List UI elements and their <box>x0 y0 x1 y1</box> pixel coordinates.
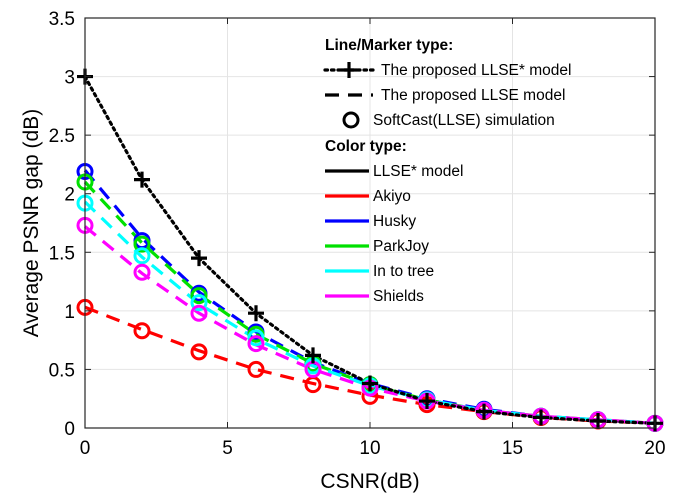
legend-color-item-label: In to tree <box>373 263 434 280</box>
marker-shields <box>247 335 265 353</box>
model-plus-marker <box>248 305 264 322</box>
y-tick-label: 0 <box>64 419 75 440</box>
marker-parkjoy <box>133 235 151 253</box>
x-axis-label: CSNR(dB) <box>320 470 419 493</box>
legend-color-item-label: LLSE* model <box>373 163 463 180</box>
x-tick-label: 20 <box>644 438 665 459</box>
model-plus-marker <box>590 412 606 429</box>
legend-line-item-label: The proposed LLSE* model <box>381 62 571 79</box>
model-plus-marker <box>191 250 207 267</box>
marker-in-to-tree <box>247 329 265 347</box>
y-tick-label: 3 <box>64 68 75 89</box>
legend-line-item-label: SoftCast(LLSE) simulation <box>373 112 555 129</box>
series-line-in-to-tree <box>83 200 656 425</box>
grid-lines <box>84 17 656 429</box>
marker-akiyo <box>190 343 208 361</box>
plot-area <box>76 68 664 432</box>
legend-color-heading: Color type: <box>325 138 407 155</box>
legend-line-item-label: The proposed LLSE model <box>381 87 565 104</box>
legend-circle-sample <box>342 111 360 129</box>
x-tick-label: 0 <box>80 438 91 459</box>
y-axis-label: Average PSNR gap (dB) <box>20 109 43 337</box>
model-plus-marker <box>476 403 492 420</box>
axis-ticks: 0 5 10 15 20 0 0.5 1 1.5 2 2.5 3 3.5 <box>49 9 666 459</box>
x-tick-label: 5 <box>222 438 233 459</box>
marker-akiyo <box>247 360 265 378</box>
legend: Line/Marker type: The proposed LLSE* mode… <box>323 37 571 305</box>
y-tick-label: 1.5 <box>49 243 75 264</box>
legend-color-item-label: ParkJoy <box>373 238 429 255</box>
legend-plus-sample <box>341 62 357 78</box>
x-tick-label: 15 <box>502 438 523 459</box>
marker-in-to-tree <box>190 294 208 312</box>
legend-color-item-label: Shields <box>373 288 424 305</box>
model-plus-marker <box>419 393 435 410</box>
marker-shields <box>133 263 151 281</box>
y-tick-label: 2.5 <box>49 126 75 147</box>
y-tick-label: 1 <box>64 302 75 323</box>
marker-in-to-tree <box>133 247 151 265</box>
model-plus-marker <box>362 375 378 392</box>
marker-parkjoy <box>190 287 208 305</box>
marker-akiyo <box>133 322 151 340</box>
legend-color-item-label: Husky <box>373 213 416 230</box>
legend-color-item-label: Akiyo <box>373 188 411 205</box>
model-plus-marker <box>533 409 549 426</box>
marker-shields <box>190 304 208 322</box>
y-tick-label: 0.5 <box>49 360 75 381</box>
model-plus-marker <box>134 171 150 188</box>
x-tick-label: 10 <box>359 438 380 459</box>
model-plus-marker <box>305 347 321 364</box>
y-tick-label: 2 <box>64 185 75 206</box>
y-tick-label: 3.5 <box>49 9 75 30</box>
legend-line-heading: Line/Marker type: <box>325 37 453 54</box>
